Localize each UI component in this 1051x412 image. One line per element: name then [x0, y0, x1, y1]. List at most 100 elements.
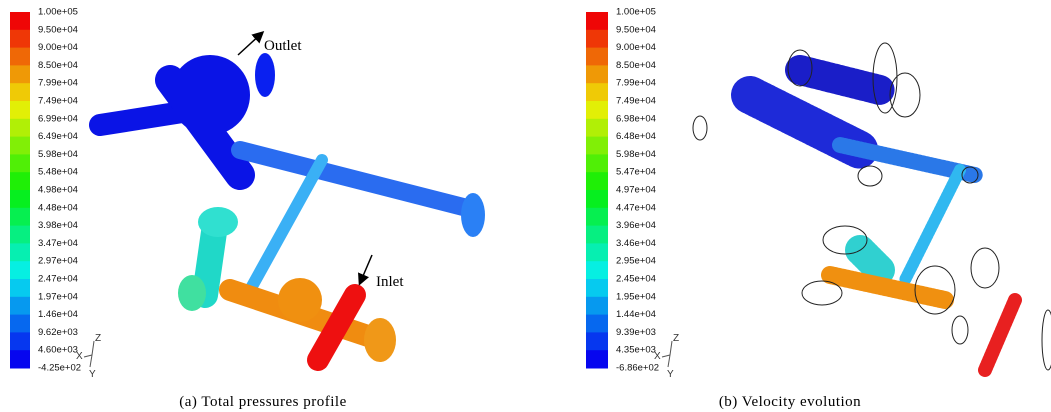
colorbar-label: 3.46e+04	[616, 238, 656, 249]
colorbar-label: 1.46e+04	[38, 309, 78, 320]
caption: (b) Velocity evolution	[719, 394, 861, 410]
colorbar-band	[586, 261, 608, 280]
colorbar-label: 7.99e+04	[38, 78, 78, 89]
colorbar-label: 4.60e+03	[38, 345, 78, 356]
colorbar-label: 4.97e+04	[616, 185, 656, 196]
colorbar-label: 6.99e+04	[38, 113, 78, 124]
colorbar-label: 8.50e+04	[616, 60, 656, 71]
colorbar-band	[10, 225, 30, 244]
colorbar-label: 1.44e+04	[616, 309, 656, 320]
colorbar-label: 1.00e+05	[616, 7, 656, 18]
colorbar-label: 1.97e+04	[38, 291, 78, 302]
colorbar-band	[10, 83, 30, 102]
triad-label: X	[654, 351, 661, 362]
colorbar-label: 5.47e+04	[616, 167, 656, 178]
colorbar-band	[586, 332, 608, 351]
colorbar-band	[586, 65, 608, 84]
colorbar-band	[10, 314, 30, 333]
colorbar-label: 2.95e+04	[616, 256, 656, 267]
colorbar-label: 4.48e+04	[38, 202, 78, 213]
triad-label: Z	[673, 333, 679, 344]
colorbar-label: 4.35e+03	[616, 345, 656, 356]
colorbar-band	[10, 261, 30, 280]
colorbar-label: 7.99e+04	[616, 78, 656, 89]
colorbar-label: 3.47e+04	[38, 238, 78, 249]
annotation: Inlet	[376, 274, 404, 290]
colorbar-label: 2.47e+04	[38, 274, 78, 285]
colorbar-label: 4.98e+04	[38, 185, 78, 196]
colorbar-band	[586, 207, 608, 227]
colorbar-band	[586, 101, 608, 120]
colorbar-band	[586, 12, 608, 31]
triad-label: Y	[667, 369, 674, 380]
triad-axis	[661, 354, 671, 358]
colorbar-label: 8.50e+04	[38, 60, 78, 71]
colorbar-band	[586, 83, 608, 102]
colorbar-label: -6.86e+02	[616, 363, 659, 374]
colorbar-band	[10, 29, 30, 49]
colorbar-band	[10, 243, 30, 262]
colorbar-label: 5.48e+04	[38, 167, 78, 178]
colorbar-label: 9.50e+04	[616, 24, 656, 35]
triad-label: Y	[89, 369, 96, 380]
colorbar-band	[10, 332, 30, 351]
triad-axis	[667, 354, 671, 368]
triad-axis	[83, 354, 93, 358]
triad-label: X	[76, 351, 83, 362]
colorbar-label: 2.45e+04	[616, 274, 656, 285]
inlet-arrow	[358, 254, 373, 286]
colorbar-band	[10, 101, 30, 120]
colorbar-label: -4.25e+02	[38, 363, 81, 374]
colorbar-label: 7.49e+04	[38, 96, 78, 107]
colorbar-band	[10, 65, 30, 84]
colorbar-band	[586, 136, 608, 155]
colorbar-band	[10, 190, 30, 209]
colorbar-label: 7.49e+04	[616, 96, 656, 107]
colorbar-band	[586, 314, 608, 333]
colorbar-label: 9.00e+04	[38, 42, 78, 53]
colorbar-label: 5.98e+04	[616, 149, 656, 160]
triad-axis	[91, 340, 95, 356]
colorbar-band	[10, 296, 30, 316]
colorbar-label: 3.98e+04	[38, 220, 78, 231]
colorbar-band	[10, 118, 30, 138]
colorbar-label: 6.49e+04	[38, 131, 78, 142]
triad-axis	[89, 354, 93, 368]
colorbar-band	[586, 190, 608, 209]
colorbar-label: 2.97e+04	[38, 256, 78, 267]
velocity-geometry	[692, 42, 1051, 377]
colorbar-label: 9.39e+03	[616, 327, 656, 338]
colorbar-label: 6.48e+04	[616, 131, 656, 142]
colorbar-band	[10, 12, 30, 31]
colorbar-band	[10, 350, 30, 369]
colorbar-label: 9.50e+04	[38, 24, 78, 35]
colorbar-band	[586, 279, 608, 298]
colorbar-band	[10, 47, 30, 66]
pressure-geometry	[89, 53, 485, 371]
colorbar-label: 1.00e+05	[38, 7, 78, 18]
triad-axis	[669, 340, 673, 356]
colorbar-band	[586, 350, 608, 369]
colorbar-band	[10, 207, 30, 227]
colorbar-band	[10, 154, 30, 173]
colorbar-label: 3.96e+04	[616, 220, 656, 231]
colorbar-label: 4.47e+04	[616, 202, 656, 213]
colorbar-label: 6.98e+04	[616, 113, 656, 124]
caption: (a) Total pressures profile	[179, 394, 347, 410]
triad-label: Z	[95, 333, 101, 344]
colorbar-label: 5.98e+04	[38, 149, 78, 160]
colorbar-label: 9.62e+03	[38, 327, 78, 338]
outlet-arrow	[237, 30, 265, 56]
colorbar-band	[586, 172, 608, 191]
colorbar-band	[586, 118, 608, 138]
colorbar-band	[586, 29, 608, 49]
colorbar-band	[586, 154, 608, 173]
colorbar-label: 9.00e+04	[616, 42, 656, 53]
colorbar-band	[10, 279, 30, 298]
colorbar-band	[586, 296, 608, 316]
colorbar-label: 1.95e+04	[616, 291, 656, 302]
annotation: Outlet	[264, 38, 302, 54]
colorbar-band	[586, 225, 608, 244]
